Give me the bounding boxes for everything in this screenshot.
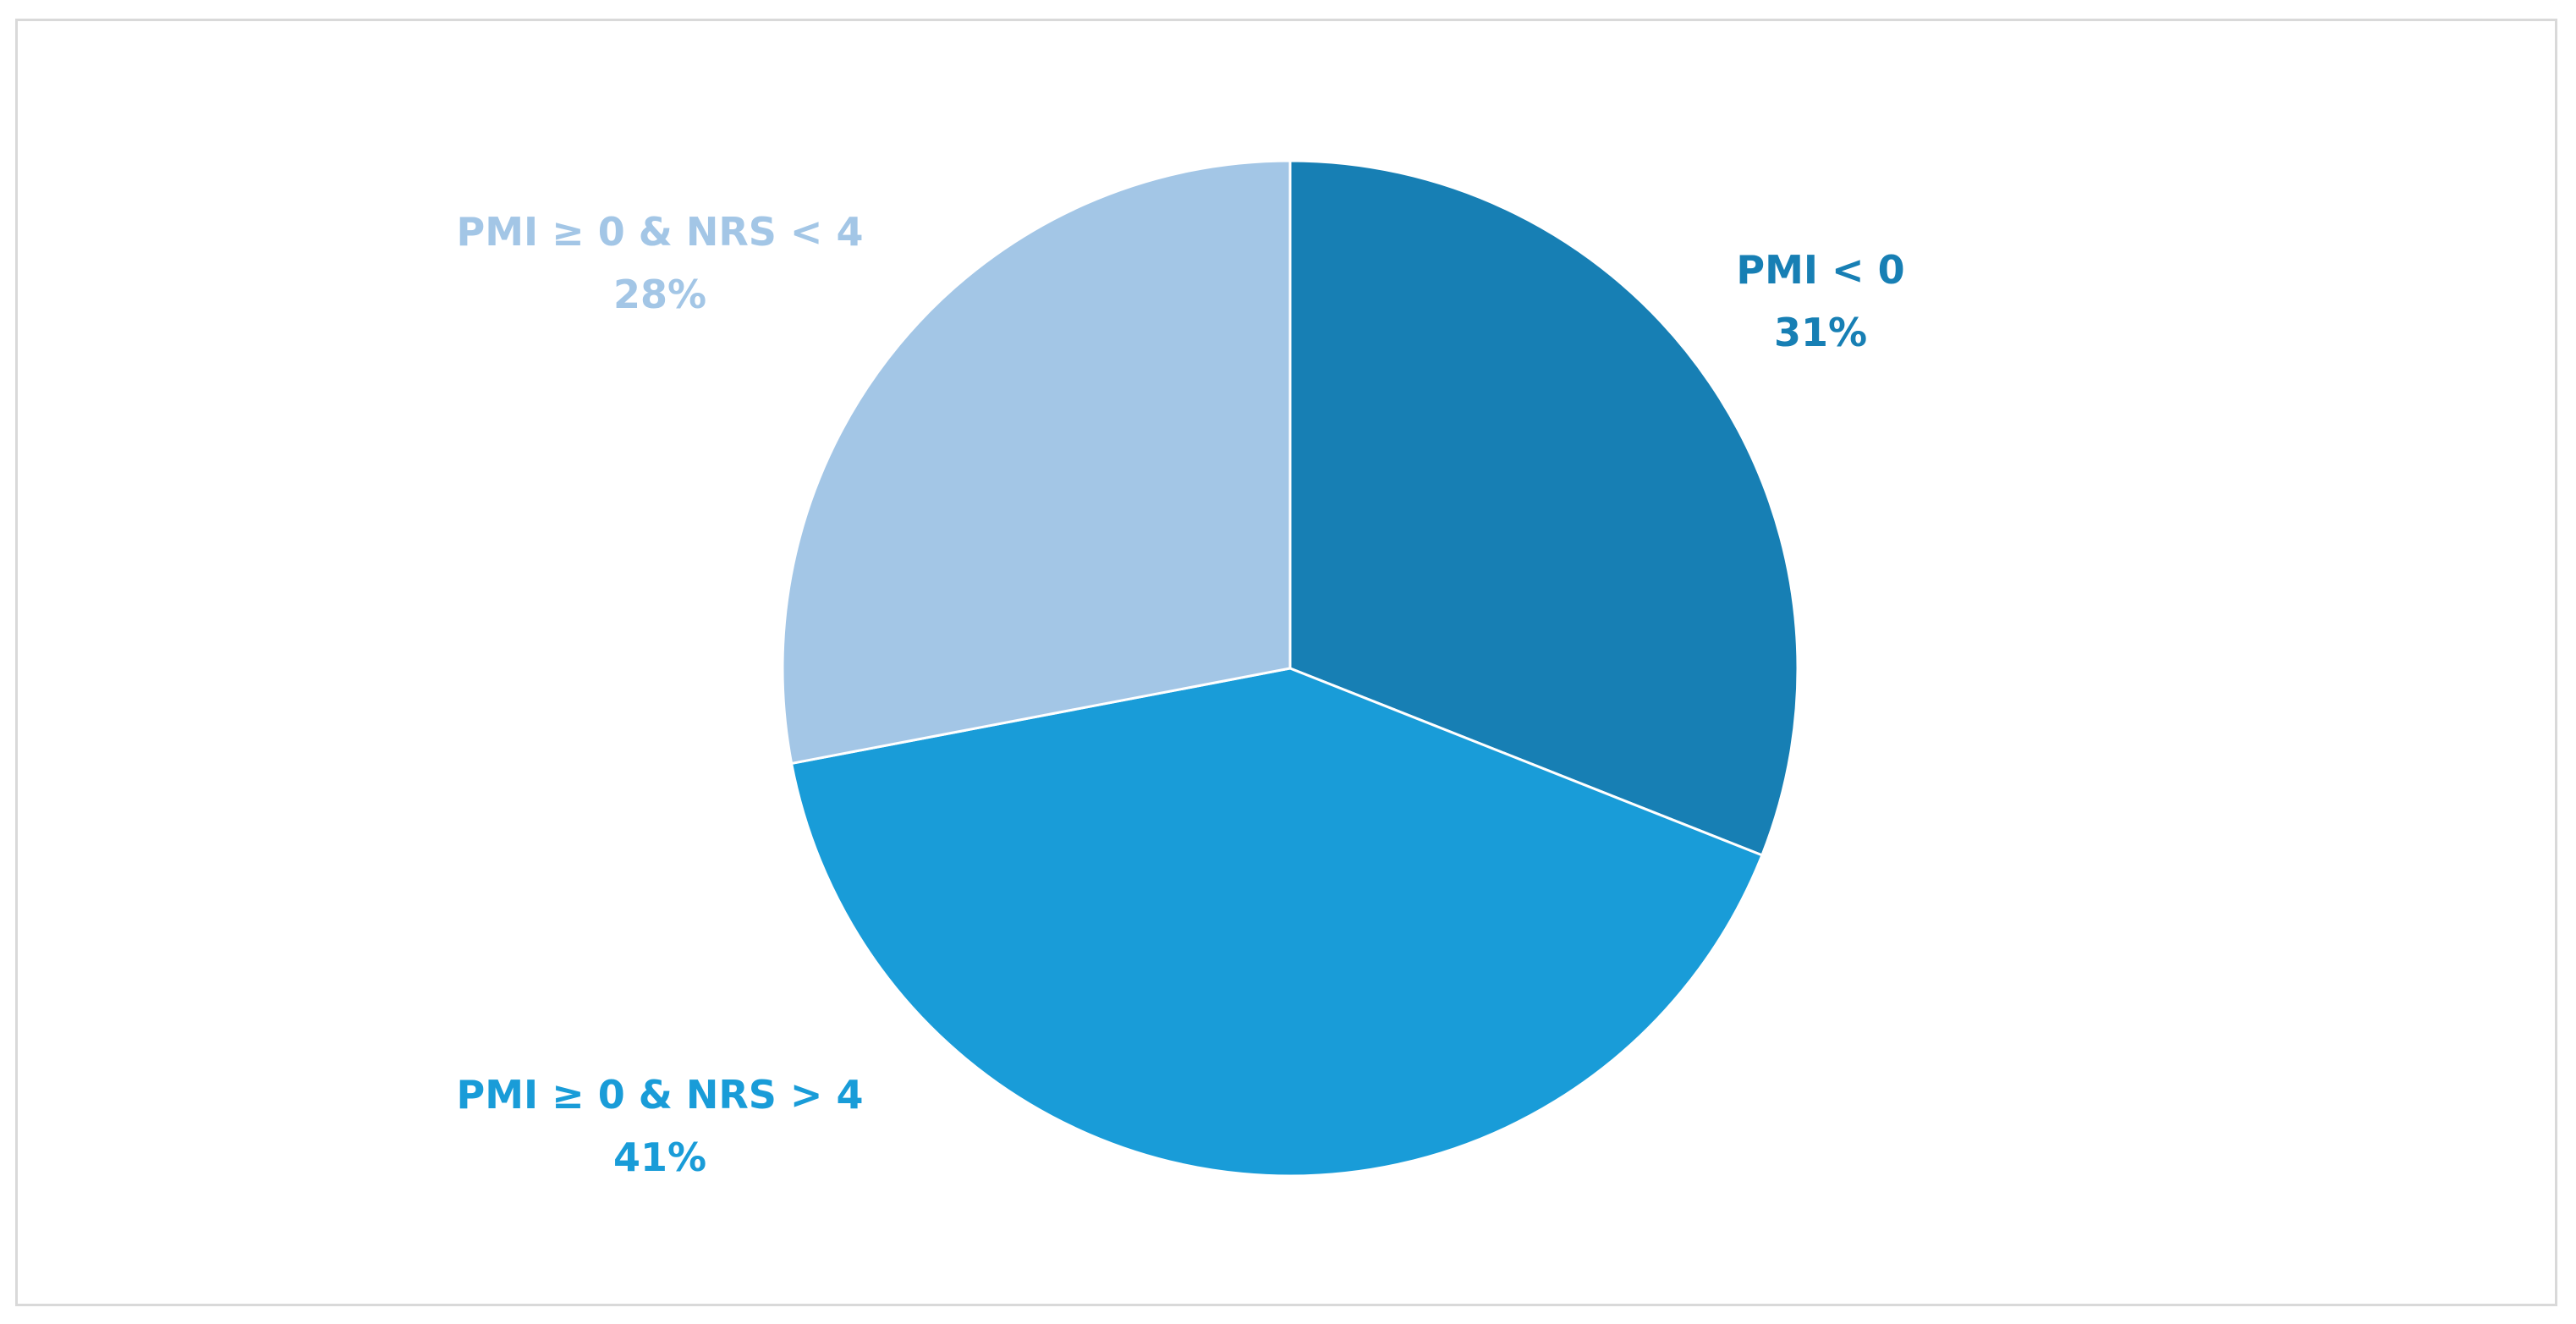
pie-slice-1 — [1288, 159, 1799, 857]
pie-label-name: PMI ≥ 0 & NRS < 4 — [457, 209, 864, 255]
pie-slice-2 — [790, 667, 1764, 1178]
pie-label-name: PMI < 0 — [1736, 247, 1904, 293]
pie-label-value: 28% — [613, 272, 706, 317]
pie-label-name: PMI ≥ 0 & NRS > 4 — [457, 1072, 864, 1118]
pie-label-value: 31% — [1774, 310, 1867, 355]
pie-label-2: PMI ≥ 0 & NRS > 4 41% — [457, 1072, 864, 1180]
pie-slice-3 — [781, 159, 1292, 765]
pie-label-3: PMI ≥ 0 & NRS < 4 28% — [457, 209, 864, 317]
pie-label-1: PMI < 0 31% — [1736, 247, 1904, 355]
pie-label-value: 41% — [613, 1134, 706, 1180]
pie-slices — [781, 159, 1799, 1178]
pie-labels: PMI < 0 31%PMI ≥ 0 & NRS > 4 41%PMI ≥ 0 & … — [457, 209, 1905, 1180]
